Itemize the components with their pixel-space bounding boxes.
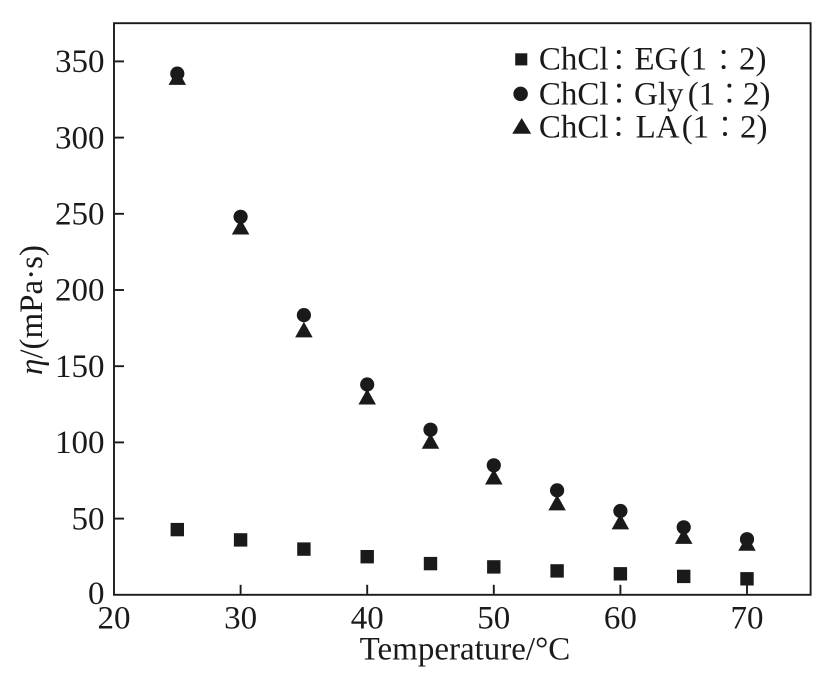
svg-text:ChCl: ChCl <box>539 42 609 78</box>
svg-text:Gly: Gly <box>634 77 684 113</box>
svg-text:40: 40 <box>351 601 384 637</box>
svg-text:200: 200 <box>55 273 105 309</box>
svg-text:(1: (1 <box>688 77 716 113</box>
svg-text:(1: (1 <box>682 109 710 145</box>
svg-text:250: 250 <box>55 197 105 233</box>
svg-text:300: 300 <box>55 120 105 156</box>
svg-text:70: 70 <box>731 601 764 637</box>
svg-text:η/(mPa·s): η/(mPa·s) <box>14 245 50 375</box>
svg-text:150: 150 <box>55 349 105 385</box>
svg-text:350: 350 <box>55 44 105 80</box>
svg-text:Temperature/°C: Temperature/°C <box>360 632 571 668</box>
svg-text:(1: (1 <box>680 42 708 78</box>
svg-text:0: 0 <box>88 576 105 612</box>
svg-text:50: 50 <box>72 501 105 537</box>
svg-text:EG: EG <box>634 42 678 78</box>
svg-text:LA: LA <box>636 109 680 145</box>
svg-text:2): 2) <box>739 42 767 78</box>
svg-text:2): 2) <box>743 77 771 113</box>
svg-text:ChCl: ChCl <box>539 77 609 113</box>
svg-text:50: 50 <box>477 601 510 637</box>
svg-text:20: 20 <box>98 601 131 637</box>
svg-text:100: 100 <box>55 425 105 461</box>
svg-text:ChCl: ChCl <box>539 109 609 145</box>
svg-text:60: 60 <box>604 601 637 637</box>
svg-text:30: 30 <box>224 601 257 637</box>
svg-text:2): 2) <box>740 109 768 145</box>
